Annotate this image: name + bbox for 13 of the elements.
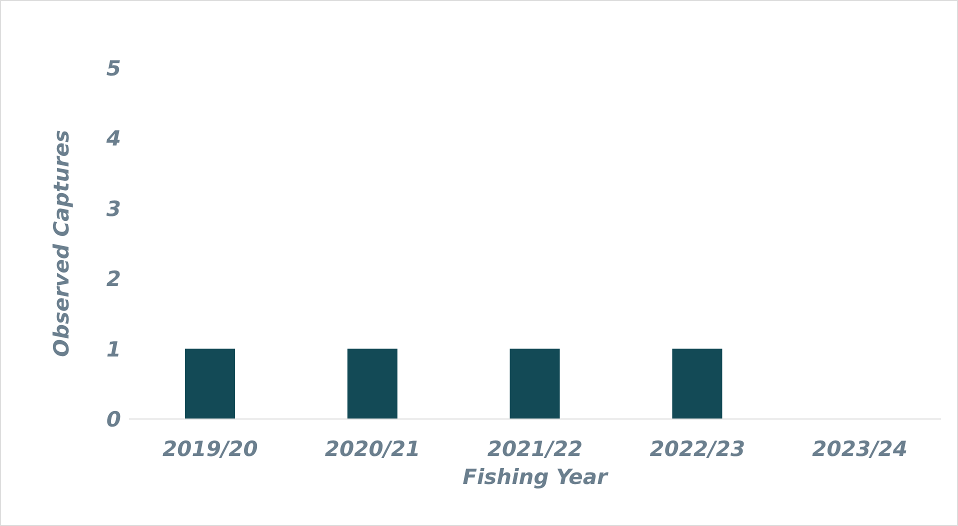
y-tick-label: 2 bbox=[106, 267, 121, 292]
y-tick-label: 5 bbox=[106, 56, 121, 80]
y-tick-label: 1 bbox=[106, 337, 121, 362]
x-axis-title: Fishing Year bbox=[462, 464, 610, 489]
x-tick-label: 2022/23 bbox=[650, 436, 746, 461]
y-axis-title: Observed Captures bbox=[49, 130, 74, 357]
y-tick-label: 4 bbox=[105, 126, 121, 151]
y-tick-label: 3 bbox=[106, 196, 121, 221]
x-tick-label: 2023/24 bbox=[812, 436, 908, 461]
y-tick-label: 0 bbox=[106, 407, 121, 432]
x-tick-label: 2021/22 bbox=[487, 436, 583, 461]
x-tick-label: 2020/21 bbox=[324, 436, 420, 461]
x-tick-label: 2019/20 bbox=[162, 436, 258, 461]
